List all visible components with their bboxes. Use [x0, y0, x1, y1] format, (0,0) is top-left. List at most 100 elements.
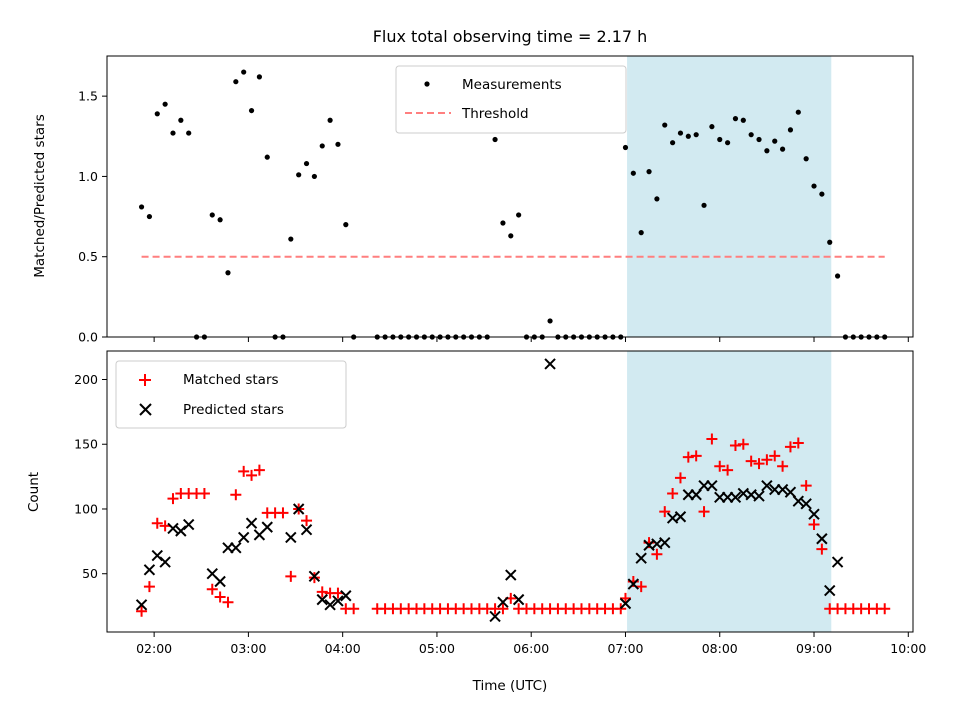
top-y-tick-label: 0.5 [78, 249, 98, 264]
matched-star-point [222, 596, 234, 608]
matched-star-point [879, 603, 891, 615]
measurement-point [209, 212, 215, 218]
predicted-star-point [776, 483, 789, 496]
measurement-point [296, 172, 302, 178]
matched-star-point [706, 433, 718, 445]
bottom-legend: Matched stars Predicted stars [115, 360, 347, 429]
measurement-point [732, 116, 739, 122]
predicted-star-point [159, 556, 171, 568]
x-tick-label: 02:00 [136, 641, 172, 656]
bottom-panel-band [627, 351, 832, 632]
legend-predicted-marker [139, 403, 152, 416]
measurement-point [693, 132, 699, 138]
measurement-point [764, 148, 770, 154]
measurement-point [217, 217, 223, 223]
predicted-star-point [808, 508, 820, 520]
matched-star-point [316, 586, 328, 598]
matched-star-point [246, 469, 258, 481]
matched-star-point [682, 451, 694, 463]
measurement-point [748, 132, 754, 138]
measurement-point [248, 107, 255, 114]
matched-star-point [301, 515, 313, 527]
x-tick-label: 10:00 [890, 641, 926, 656]
measurement-point [162, 101, 168, 107]
predicted-star-point [261, 521, 273, 533]
measurement-point [256, 74, 263, 80]
predicted-star-point [505, 569, 517, 581]
measurement-point [146, 213, 153, 220]
measurement-point [725, 140, 731, 146]
measurement-point [186, 130, 192, 136]
matched-star-point [698, 506, 710, 518]
bottom-y-axis-label: Count [26, 472, 42, 512]
matched-star-point [253, 464, 265, 476]
x-tick-label: 06:00 [513, 641, 549, 656]
predicted-star-point [285, 531, 297, 544]
matched-star-point [745, 455, 757, 467]
measurement-point [233, 79, 239, 85]
top-legend: Measurements Threshold [395, 65, 627, 134]
bottom-y-tick-label: 200 [74, 372, 98, 387]
top-panel-band [627, 56, 832, 337]
legend-measurements-marker [424, 81, 430, 87]
top-y-tick-label: 0.0 [78, 330, 98, 345]
matched-star-point [784, 441, 796, 453]
legend-matched-marker [139, 374, 151, 386]
predicted-star-point [824, 584, 836, 597]
matched-star-point [800, 480, 812, 492]
legend-predicted-label: Predicted stars [183, 402, 284, 418]
predicted-star-point [690, 489, 702, 501]
measurement-point [154, 111, 160, 117]
matched-star-point [714, 460, 726, 472]
measurement-point [772, 138, 778, 144]
matched-star-point [277, 507, 289, 519]
matched-star-point [816, 543, 828, 555]
matched-star-point [238, 465, 250, 477]
top-y-tick-label: 1.5 [78, 89, 98, 104]
measurement-point [225, 270, 231, 276]
bottom-y-tick-label: 100 [74, 501, 98, 516]
predicted-star-point [292, 503, 305, 515]
measurement-point [335, 141, 341, 147]
measurement-point [819, 191, 825, 197]
predicted-star-point [245, 517, 258, 529]
predicted-star-point [706, 479, 718, 492]
matched-star-point [722, 464, 734, 476]
measurement-point [264, 154, 270, 160]
matched-star-point [159, 520, 171, 532]
predicted-star-point [182, 518, 195, 531]
top-ticks-layer: 0.0 0.5 1.0 1.5 [78, 89, 909, 345]
measurement-point [516, 212, 522, 218]
matched-star-point [737, 438, 749, 450]
measurement-point [811, 183, 817, 189]
measurement-point [319, 143, 325, 149]
bottom-y-tick-label: 50 [82, 566, 98, 581]
predicted-star-point [135, 599, 148, 611]
predicted-star-point [230, 542, 242, 554]
matched-star-point [808, 519, 820, 531]
predicted-star-point [753, 490, 765, 502]
matched-star-point [136, 605, 148, 617]
predicted-star-point [143, 564, 156, 576]
measurement-point [547, 318, 553, 324]
predicted-star-point [316, 593, 328, 606]
measurement-point [630, 170, 636, 176]
bottom-x-axis-label: Time (UTC) [472, 678, 548, 694]
measurement-point [492, 136, 498, 143]
measurement-point [327, 117, 333, 123]
predicted-star-point [831, 556, 844, 568]
predicted-star-point [800, 498, 812, 510]
bottom-ticks-layer: 50 100 150 200 02:00 03:00 04:00 05:00 06:00 07:0… [74, 372, 926, 656]
matched-star-point [497, 603, 509, 615]
predicted-star-point [619, 597, 632, 610]
bottom-y-tick-label: 150 [74, 437, 98, 452]
predicted-star-point [512, 593, 525, 606]
predicted-star-point [761, 479, 773, 492]
matched-star-point [619, 592, 631, 604]
top-legend-box [395, 65, 627, 134]
predicted-star-point [792, 495, 805, 507]
matched-star-point [690, 450, 702, 462]
predicted-star-point [544, 358, 556, 370]
measurement-point [646, 169, 652, 175]
